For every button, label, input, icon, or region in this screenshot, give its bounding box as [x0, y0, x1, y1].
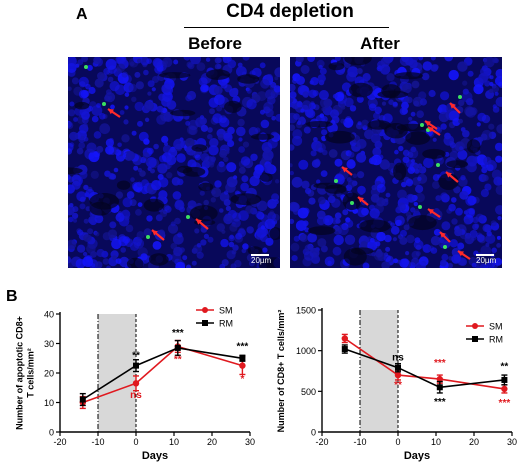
c0-x-tick-label: 20	[207, 437, 217, 447]
c0-significance-label: **	[132, 350, 140, 361]
c0-x-tick-label: 10	[169, 437, 179, 447]
c0-y-axis-label: T cells/mm²	[26, 348, 36, 398]
c1-point-sm	[501, 385, 508, 393]
before-label: Before	[188, 34, 242, 53]
c1-significance-label: **	[501, 361, 509, 372]
c1-significance-label: ***	[434, 358, 446, 369]
c1-x-tick-label: 10	[431, 437, 441, 447]
c0-significance-label: *	[240, 374, 244, 385]
c0-significance-label: ns	[130, 390, 142, 401]
panel-a-letter: A	[76, 6, 88, 23]
c0-legend-label-rm: RM	[219, 319, 233, 329]
c1-significance-label: ns	[392, 352, 404, 363]
c1-legend-label-rm: RM	[489, 335, 503, 345]
c0-point-sm	[132, 380, 140, 387]
c0-treatment-shaded-region	[98, 314, 136, 432]
c1-legend-label-sm: SM	[489, 322, 503, 332]
c0-legend-marker-sm	[202, 307, 208, 313]
c0-y-tick-label: 10	[44, 398, 54, 408]
c0-significance-label: ***	[237, 341, 249, 352]
c0-point-rm	[239, 355, 246, 362]
c0-series-line-sm	[82, 345, 243, 404]
c0-y-tick-label: 20	[44, 369, 54, 379]
c1-point-rm	[341, 346, 348, 353]
c1-significance-label: ***	[499, 398, 511, 409]
c0-y-tick-label: 0	[49, 428, 54, 438]
c0-significance-label: **	[174, 355, 182, 366]
c0-y-tick-label: 40	[44, 310, 54, 320]
scale-bar-before	[251, 254, 269, 256]
chart-cd8-count: 0 500 1000 1500 -20 -10 0 10 20 30 Days Number of C…	[276, 306, 517, 463]
scale-label-before: 20µm	[251, 256, 272, 265]
micrograph-before: 20µm	[68, 57, 280, 268]
c0-x-tick-label: -10	[91, 437, 104, 447]
scale-bar-after	[476, 254, 494, 256]
scale-label-after: 20µm	[476, 256, 497, 265]
c0-point-rm	[133, 362, 139, 369]
c0-point-sm	[239, 362, 246, 369]
c1-point-rm	[395, 364, 401, 371]
c1-y-axis-label: Number of CD8+ T cells/mm²	[276, 310, 286, 433]
c1-series-line-rm	[344, 348, 505, 389]
c1-y-tick-label: 1000	[296, 346, 316, 356]
c1-y-tick-label: 1500	[296, 306, 316, 316]
c1-legend-marker-rm	[472, 336, 478, 342]
c1-x-tick-label: -20	[315, 437, 328, 447]
c1-x-tick-label: 20	[469, 437, 479, 447]
c0-series-line-rm	[82, 347, 243, 401]
c1-point-rm	[436, 384, 443, 391]
c1-x-tick-label: 30	[507, 437, 517, 447]
c0-y-tick-label: 30	[44, 339, 54, 349]
c0-x-tick-label: -20	[53, 437, 66, 447]
c1-significance-label: **	[394, 380, 402, 391]
c0-x-axis-label: Days	[142, 450, 168, 462]
c0-x-tick-label: 0	[133, 437, 138, 447]
c1-x-tick-label: 0	[395, 437, 400, 447]
c1-x-axis-label: Days	[404, 450, 430, 462]
c0-point-rm	[79, 396, 86, 403]
c0-legend-marker-rm	[202, 320, 208, 326]
c1-x-tick-label: -10	[353, 437, 366, 447]
c1-y-tick-label: 500	[301, 387, 316, 397]
c1-point-sm	[341, 335, 348, 342]
c1-point-sm	[436, 375, 443, 383]
c0-significance-label: ***	[172, 328, 184, 339]
title-underline	[184, 27, 389, 28]
c1-y-tick-label: 0	[311, 428, 316, 438]
c0-x-tick-label: 30	[245, 437, 255, 447]
c1-point-rm	[501, 376, 508, 383]
c1-legend-marker-sm	[472, 323, 478, 329]
panel-b-letter: B	[6, 288, 18, 305]
chart-apoptotic: 0 10 20 30 40 -20 -10 0 10 20 30 Days Number of apop…	[15, 306, 256, 463]
c0-point-rm	[174, 344, 181, 351]
panel-a-title: CD4 depletion	[226, 1, 354, 22]
c0-y-axis-label: Number of apoptotic CD8+	[15, 316, 25, 430]
micrograph-after: 20µm	[290, 57, 502, 268]
after-label: After	[360, 34, 400, 53]
c0-legend-label-sm: SM	[219, 306, 233, 316]
c1-point-sm	[394, 371, 402, 379]
c1-significance-label: ***	[434, 397, 446, 408]
